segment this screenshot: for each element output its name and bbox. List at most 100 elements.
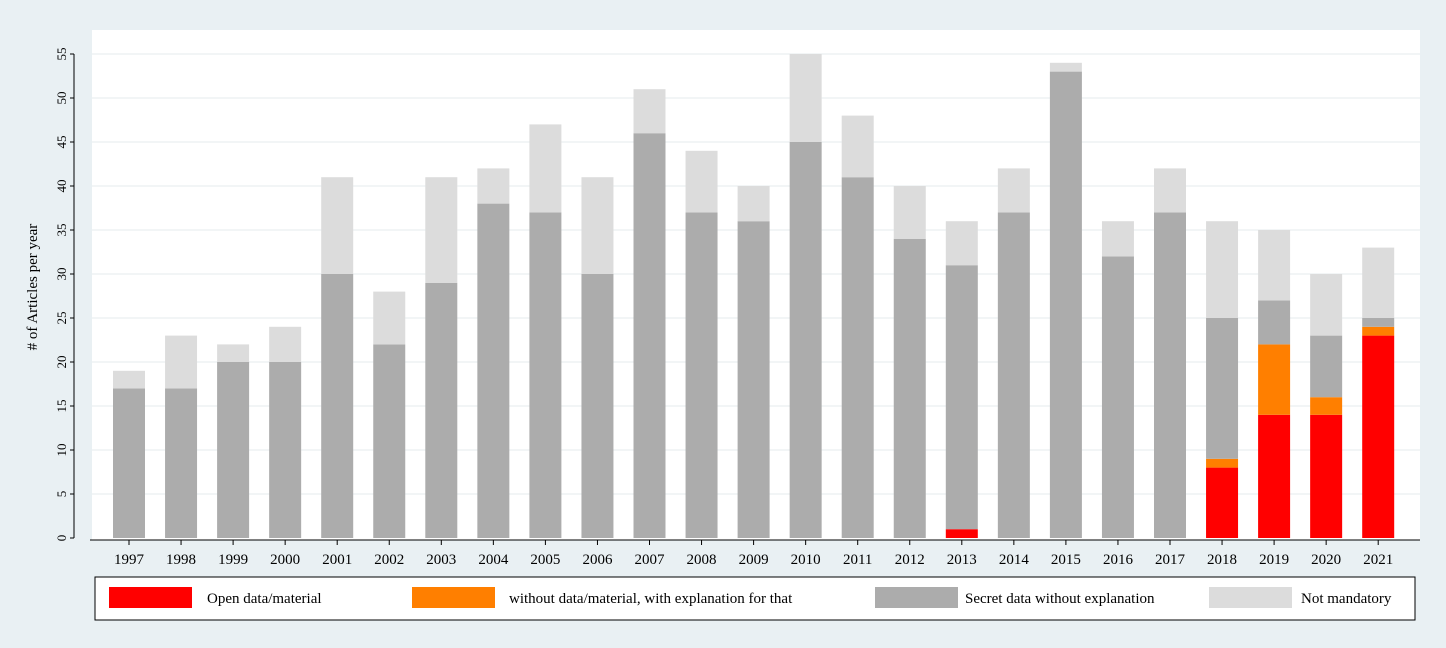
bar-segment: [477, 203, 510, 538]
legend-label: Not mandatory: [1301, 591, 1392, 607]
bar-segment: [581, 274, 614, 538]
bar-segment: [789, 54, 822, 142]
y-axis: 0 5 10 15 20 25 30 35 40 45 50 55: [54, 48, 75, 542]
bar-segment: [477, 168, 510, 204]
bar-segment: [997, 168, 1030, 213]
bar-segment: [165, 388, 198, 538]
y-tick-label: 5: [54, 491, 69, 498]
y-tick-label: 40: [54, 180, 69, 193]
legend: Open data/material without data/material,…: [94, 576, 1416, 621]
bar-segment: [1206, 467, 1239, 538]
bar-segment: [321, 177, 354, 274]
x-tick-label: 2017: [1155, 552, 1186, 568]
bar-segment: [893, 238, 926, 539]
bar-segment: [1101, 221, 1134, 257]
bar-segment: [269, 326, 302, 362]
y-axis-label: # of Articles per year: [25, 224, 41, 351]
x-tick-label: 2002: [374, 552, 404, 568]
y-tick-label: 20: [54, 356, 69, 369]
bar-segment: [737, 221, 770, 538]
bar-segment: [113, 388, 145, 538]
legend-label: without data/material, with explanation …: [509, 591, 793, 607]
y-tick-label: 35: [54, 224, 69, 237]
bar-segment: [1362, 247, 1395, 318]
bar-segment: [269, 362, 302, 538]
x-tick-label: 2019: [1259, 552, 1289, 568]
bar-segment: [1310, 414, 1343, 538]
bar-segment: [1206, 221, 1239, 318]
y-tick-label: 45: [54, 136, 69, 149]
x-tick-label: 2004: [478, 552, 509, 568]
y-tick-label: 50: [54, 92, 69, 105]
bar-segment: [633, 133, 666, 538]
bar-segment: [997, 212, 1030, 538]
bar-segment: [1101, 256, 1134, 538]
y-tick-label: 30: [54, 268, 69, 281]
x-tick-label: 2015: [1051, 552, 1081, 568]
bar-segment: [841, 115, 874, 178]
x-tick-label: 2013: [947, 552, 977, 568]
x-axis: 1997 1998 1999 2000 2001 2002 2003 2004 2005 2006…: [90, 539, 1420, 568]
x-tick-label: 2012: [895, 552, 925, 568]
x-tick-label: 2020: [1311, 552, 1341, 568]
bar-segment: [1362, 326, 1395, 336]
legend-label: Open data/material: [207, 591, 322, 607]
bar-segment: [1206, 318, 1239, 459]
x-tick-label: 2005: [530, 552, 560, 568]
bar-segment: [1258, 344, 1291, 415]
x-tick-label: 2000: [270, 552, 300, 568]
bar-segment: [425, 282, 458, 538]
bar-segment: [685, 150, 718, 213]
x-tick-label: 2003: [426, 552, 456, 568]
bar-segment: [841, 177, 874, 538]
bar-segment: [425, 177, 458, 283]
bar-segment: [737, 186, 770, 222]
bar-segment: [217, 344, 250, 362]
y-tick-label: 55: [54, 48, 69, 61]
y-tick-label: 0: [54, 535, 69, 542]
x-tick-label: 1999: [218, 552, 248, 568]
legend-swatch: [109, 587, 192, 608]
x-tick-label: 1997: [114, 552, 145, 568]
bar-segment: [1310, 274, 1343, 336]
bar-segment: [1154, 212, 1186, 538]
bar-segment: [1258, 300, 1291, 345]
bar-segment: [633, 89, 666, 134]
legend-label: Secret data without explanation: [965, 591, 1155, 607]
x-tick-label: 2021: [1363, 552, 1393, 568]
bar-segment: [1362, 318, 1395, 327]
bar-segment: [529, 124, 562, 213]
x-tick-label: 2016: [1103, 552, 1134, 568]
bar-segment: [1258, 414, 1291, 538]
bar-segment: [165, 335, 198, 389]
x-tick-label: 2001: [322, 552, 352, 568]
bar-segment: [1362, 335, 1395, 538]
x-tick-label: 2009: [739, 552, 769, 568]
bar-segment: [1154, 168, 1186, 213]
bar-segment: [789, 142, 822, 538]
x-tick-label: 2014: [999, 552, 1030, 568]
bar-segment: [373, 344, 406, 538]
x-tick-label: 2011: [843, 552, 872, 568]
bar-segment: [1049, 62, 1082, 72]
bar-segment: [945, 529, 978, 538]
bar-segment: [1206, 458, 1239, 468]
bar-segment: [893, 186, 926, 239]
x-tick-label: 2007: [635, 552, 666, 568]
legend-box: [94, 576, 1416, 621]
x-tick-label: 2010: [791, 552, 821, 568]
bars: [113, 54, 1395, 539]
x-tick-label: 2006: [582, 552, 613, 568]
legend-swatch: [412, 587, 495, 608]
x-tick-label: 1998: [166, 552, 196, 568]
bar-segment: [945, 265, 978, 530]
x-tick-label: 2018: [1207, 552, 1237, 568]
bar-segment: [113, 370, 145, 389]
bar-segment: [321, 274, 354, 538]
y-tick-label: 10: [54, 444, 69, 457]
x-tick-label: 2008: [687, 552, 717, 568]
bar-segment: [373, 291, 406, 345]
bar-segment: [1310, 397, 1343, 415]
